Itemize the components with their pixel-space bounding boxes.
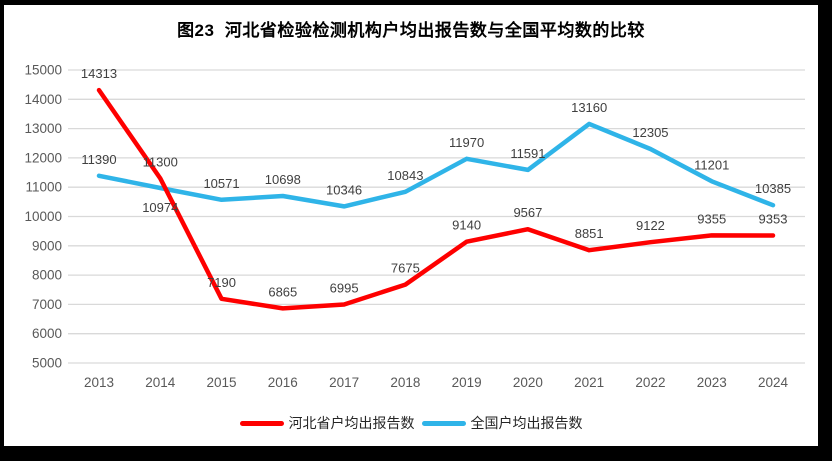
data-label: 14313 — [81, 66, 117, 81]
y-axis-tick-label: 8000 — [32, 268, 62, 283]
x-axis-label: 2023 — [697, 375, 727, 390]
y-axis-tick-label: 13000 — [24, 121, 62, 136]
data-label: 8851 — [575, 226, 604, 241]
y-axis-tick-label: 9000 — [32, 238, 62, 253]
data-label: 10843 — [387, 168, 423, 183]
data-label: 9567 — [513, 205, 542, 220]
legend-line-icon-national — [421, 420, 466, 426]
data-label: 6865 — [268, 284, 297, 299]
y-axis-tick-label: 11000 — [25, 180, 62, 195]
x-axis-label: 2019 — [452, 375, 482, 390]
legend: 河北省户均出报告数 全国户均出报告数 — [4, 411, 818, 435]
series-line-hebei — [96, 87, 776, 311]
data-label: 9140 — [452, 218, 481, 233]
data-label: 11591 — [510, 146, 545, 161]
y-axis-tick-label: 12000 — [24, 150, 62, 165]
chart-area: 图23 河北省检验检测机构户均出报告数与全国平均数的比较 5000 6000 700… — [4, 5, 818, 446]
x-axis-label: 2022 — [635, 375, 665, 390]
data-label: 9355 — [697, 211, 726, 226]
x-axis-label: 2015 — [207, 375, 237, 390]
data-label: 10346 — [326, 182, 362, 197]
data-label: 11300 — [143, 154, 178, 169]
data-label: 9353 — [759, 211, 788, 226]
series-line-national — [96, 121, 776, 209]
y-axis-tick-label: 7000 — [32, 297, 62, 312]
data-label: 7190 — [207, 275, 236, 290]
x-axis-label: 2017 — [329, 375, 359, 390]
data-label: 10974 — [142, 200, 178, 215]
x-axis-label: 2024 — [758, 375, 789, 390]
legend-label-national: 全国户均出报告数 — [470, 415, 583, 431]
x-axis-label: 2016 — [268, 375, 298, 390]
data-label: 12305 — [632, 125, 668, 140]
legend-item-national: 全国户均出报告数 — [421, 413, 583, 433]
data-label: 10385 — [755, 181, 791, 196]
x-axis-label: 2021 — [574, 375, 604, 390]
legend-label-hebei: 河北省户均出报告数 — [288, 415, 415, 431]
data-label: 6995 — [330, 281, 359, 296]
data-label: 11390 — [81, 152, 116, 167]
x-axis-label: 2014 — [145, 375, 176, 390]
data-label: 9122 — [636, 218, 665, 233]
y-axis-tick-label: 6000 — [32, 326, 62, 341]
y-axis-tick-label: 10000 — [24, 209, 62, 224]
line-chart-canvas: 5000 6000 7000 8000 9000 10000 11000 12000 13000… — [24, 63, 805, 390]
y-axis-tick-label: 5000 — [32, 356, 62, 371]
y-axis-tick-label: 14000 — [24, 92, 62, 107]
legend-item-hebei: 河北省户均出报告数 — [239, 413, 415, 433]
legend-line-icon-hebei — [239, 420, 284, 426]
data-label: 10571 — [203, 176, 239, 191]
data-label: 10698 — [265, 172, 301, 187]
y-axis-tick-label: 15000 — [24, 63, 62, 78]
x-axis-label: 2018 — [390, 375, 420, 390]
x-axis-label: 2020 — [513, 375, 543, 390]
data-label: 13160 — [571, 100, 607, 115]
data-label: 7675 — [391, 261, 420, 276]
data-label: 11201 — [694, 157, 729, 172]
x-axis-label: 2013 — [84, 375, 114, 390]
chart-title: 图23 河北省检验检测机构户均出报告数与全国平均数的比较 — [177, 21, 645, 40]
data-label: 11970 — [449, 135, 484, 150]
